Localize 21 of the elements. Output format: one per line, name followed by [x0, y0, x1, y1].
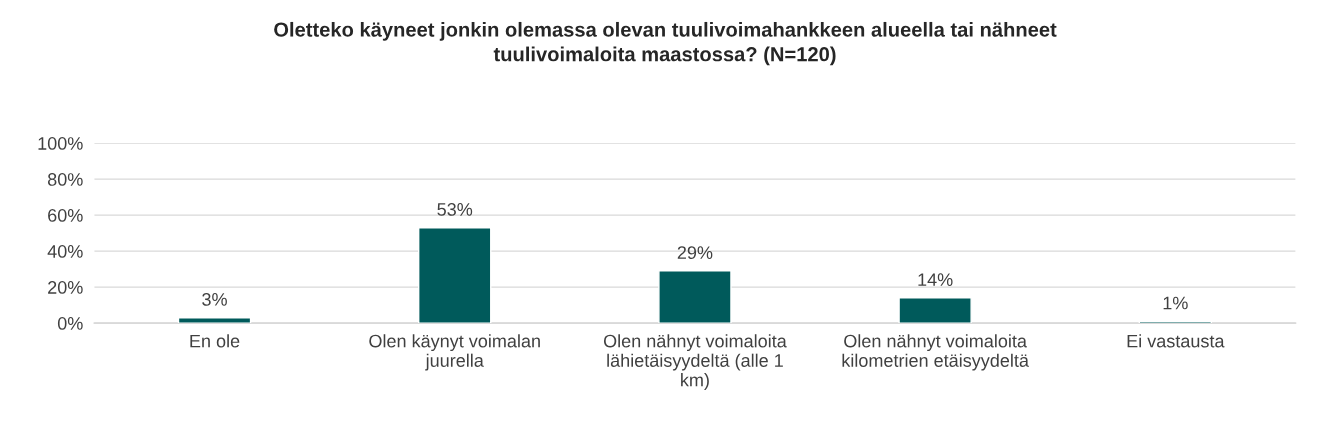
bar	[418, 227, 492, 324]
data-label: 29%	[677, 246, 713, 259]
x-tick-label: Olen nähnyt voimaloita kilometrien etäisyydeltä	[842, 334, 1029, 371]
y-tick-label: 20%	[48, 281, 83, 294]
data-label: 53%	[437, 203, 473, 216]
chart-title: Oletteko käyneet jonkin olemassa olevan tuulivoimahankkeen alueella tai nähneet tuulivoimaloita maastossa? (N=120)	[274, 21, 1057, 66]
y-tick-label: 60%	[48, 209, 83, 222]
bar	[658, 270, 732, 324]
y-tick-label: 40%	[47, 245, 83, 258]
x-tick-label: Olen käynyt voimalan juurella	[369, 334, 540, 371]
data-label: 1%	[1163, 296, 1188, 310]
y-tick-label: 80%	[47, 173, 83, 186]
data-label: 3%	[202, 293, 227, 306]
x-tick-label: En ole	[190, 334, 240, 348]
x-tick-label: Ei vastausta	[1127, 334, 1225, 348]
bar	[177, 317, 252, 324]
data-label: 14%	[918, 273, 953, 286]
bar	[898, 297, 972, 324]
y-tick-label: 100%	[38, 137, 83, 150]
x-tick-label: Olen nähnyt voimaloita lähietäisyydeltä (alle 1 km)	[603, 334, 787, 390]
y-tick-label: 0%	[57, 317, 83, 330]
